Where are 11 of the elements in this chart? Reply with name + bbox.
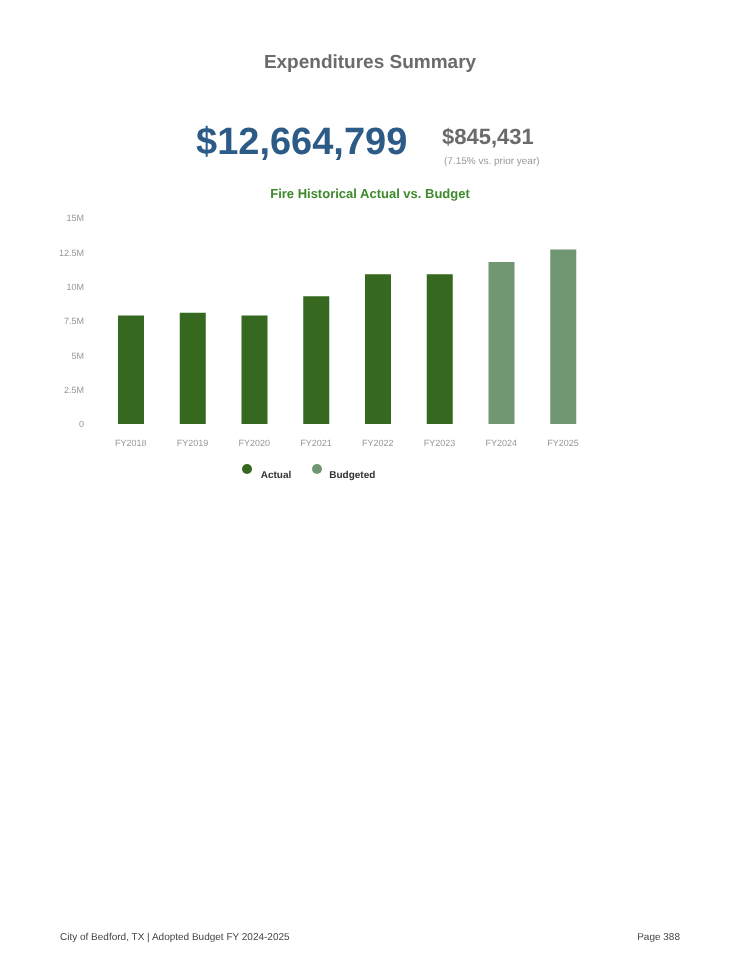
bar	[179, 312, 206, 424]
bar	[488, 261, 515, 424]
bar	[365, 274, 391, 424]
text: $845,431	[442, 126, 534, 150]
bar	[118, 315, 144, 424]
text: $12,664,799	[196, 122, 408, 166]
bar	[303, 296, 330, 424]
bar	[426, 274, 453, 424]
chart-title: Expenditures Summary	[261, 52, 479, 74]
bar	[550, 249, 577, 424]
bar	[241, 315, 268, 424]
